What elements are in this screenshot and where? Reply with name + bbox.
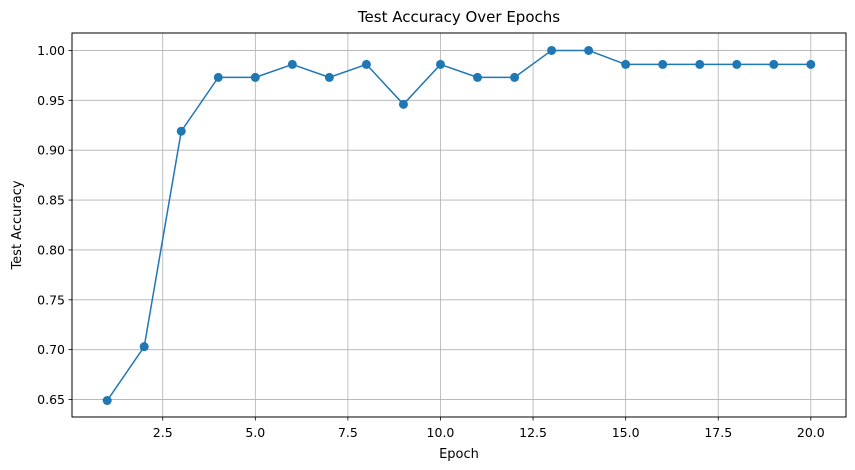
data-point-epoch-11 <box>473 72 483 82</box>
x-tick-label: 5.0 <box>245 425 265 440</box>
x-tick-label: 2.5 <box>153 425 173 440</box>
data-point-epoch-12 <box>510 72 520 82</box>
y-axis-title: Test Accuracy <box>10 180 25 270</box>
data-point-epoch-8 <box>361 59 371 69</box>
y-tick-label: 0.90 <box>37 143 65 158</box>
chart-title: Test Accuracy Over Epochs <box>357 8 560 26</box>
data-point-epoch-7 <box>324 72 334 82</box>
data-point-epoch-9 <box>398 99 408 109</box>
y-tick-label: 0.95 <box>37 93 65 108</box>
data-point-epoch-15 <box>621 59 631 69</box>
grid <box>72 33 846 417</box>
x-tick-label: 12.5 <box>519 425 547 440</box>
data-point-epoch-16 <box>658 59 668 69</box>
data-point-epoch-18 <box>732 59 742 69</box>
y-tick-label: 0.70 <box>37 342 65 357</box>
plot-area: 2.5 5.0 7.5 10.0 12.5 15.0 17.5 20.0 0.650.700.… <box>37 32 847 440</box>
plot-frame <box>71 32 847 418</box>
x-tick-label: 17.5 <box>704 425 732 440</box>
data-point-epoch-4 <box>213 72 223 82</box>
x-axis-title: Epoch <box>439 447 479 462</box>
y-tick-label: 1.00 <box>37 43 65 58</box>
x-tick-label: 20.0 <box>797 425 825 440</box>
data-point-epoch-19 <box>769 59 779 69</box>
y-tick-label: 0.75 <box>37 292 65 307</box>
y-tick-label: 0.85 <box>37 193 65 208</box>
y-axis: 0.65 0.70 0.75 0.80 0.85 0.90 0.95 1.00 <box>37 43 72 407</box>
x-tick-label: 15.0 <box>612 425 640 440</box>
y-tick-label: 0.65 <box>37 392 65 407</box>
data-point-epoch-14 <box>584 45 594 55</box>
data-point-epoch-20 <box>806 59 816 69</box>
data-point-epoch-2 <box>139 342 149 352</box>
data-point-epoch-3 <box>176 126 186 136</box>
x-tick-label: 10.0 <box>427 425 455 440</box>
series-line <box>106 49 811 401</box>
data-point-epoch-5 <box>250 72 260 82</box>
data-point-epoch-10 <box>435 59 445 69</box>
data-point-epoch-6 <box>287 59 297 69</box>
data-point-epoch-13 <box>547 45 557 55</box>
data-point-epoch-1 <box>102 396 112 406</box>
series-group <box>102 45 816 406</box>
plot-background <box>72 33 846 417</box>
x-axis: 2.5 5.0 7.5 10.0 12.5 15.0 17.5 20.0 <box>153 417 825 440</box>
y-tick-label: 0.80 <box>37 242 65 257</box>
data-point-epoch-17 <box>695 59 705 69</box>
x-tick-label: 7.5 <box>338 425 358 440</box>
